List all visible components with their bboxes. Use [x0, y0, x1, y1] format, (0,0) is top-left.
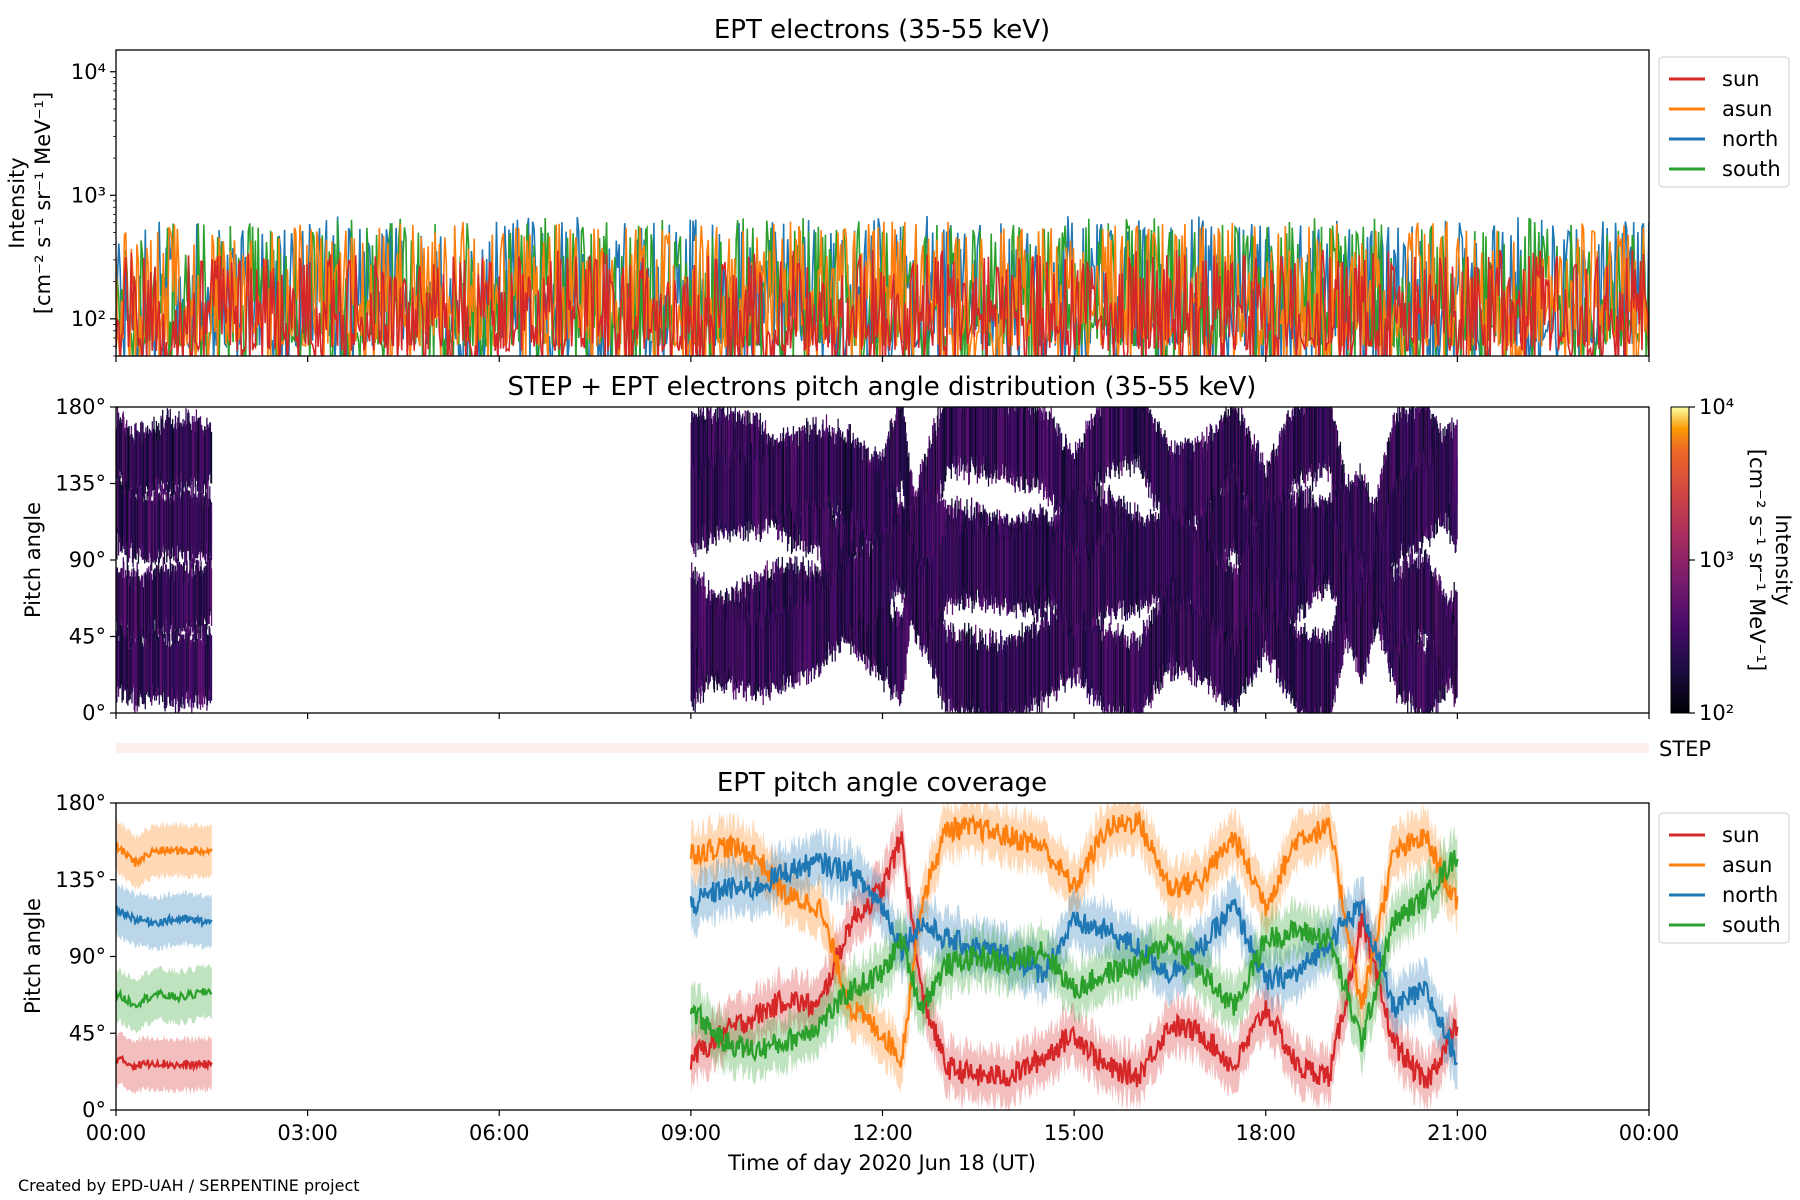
panel1-title: EPT electrons (35-55 keV) [714, 15, 1050, 45]
panel1-ylabel-line2: [cm⁻² s⁻¹ sr⁻¹ MeV⁻¹] [31, 92, 55, 314]
panel1-y-axis: 10² 10³ 10⁴ [71, 60, 116, 357]
y-tick-label: 10² [71, 307, 106, 331]
legend-box [1658, 56, 1790, 188]
panel1-ylabel-line1: Intensity [5, 157, 29, 248]
panel2-heatmap-layer [116, 407, 1458, 713]
y-tick-label: 10³ [71, 183, 106, 207]
panel2-title: STEP + EPT electrons pitch angle distrib… [508, 372, 1257, 402]
series-line-sun [116, 249, 1649, 356]
y-tick-label: 10⁴ [71, 60, 106, 84]
series-line-asun [116, 221, 1649, 356]
legend-label-south: south [1722, 157, 1781, 181]
panel1-legend: sun asun north south [1658, 56, 1790, 188]
panel1-series-layer [116, 216, 1649, 356]
legend-label-sun: sun [1722, 67, 1760, 91]
legend-label-north: north [1722, 127, 1778, 151]
legend-label-asun: asun [1722, 97, 1772, 121]
panel1-x-ticks [115, 356, 1650, 362]
